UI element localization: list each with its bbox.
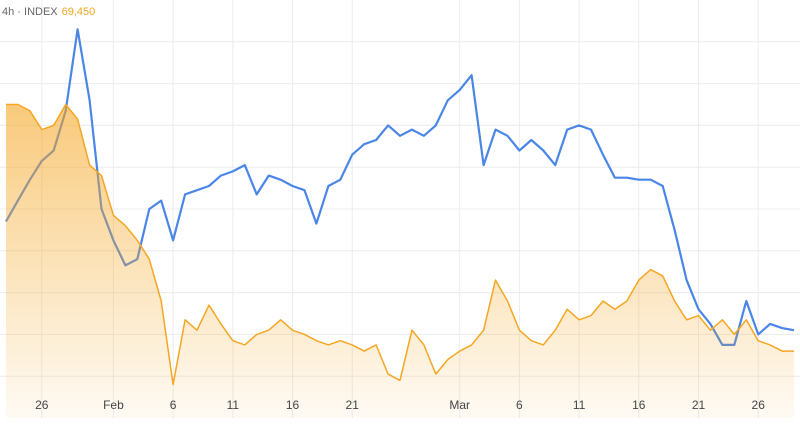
x-tick-label: 16 [632,398,646,412]
x-tick-label: 11 [573,398,586,412]
x-tick-label: 26 [35,398,49,412]
x-axis: 26 Feb 6 11 16 21 Mar 6 11 16 21 26 [35,398,765,412]
x-tick-label: 16 [286,398,300,412]
x-tick-label: 6 [170,398,177,412]
x-tick-label: Feb [103,398,124,412]
x-tick-label: 21 [692,398,706,412]
area [6,104,794,418]
header-price: 69,450 [62,6,96,18]
x-tick-label: 11 [227,398,240,412]
plot [5,28,795,418]
line [6,103,794,386]
x-tick-label: 21 [346,398,360,412]
x-tick-label: Mar [449,398,470,412]
header-label: 4h · INDEX [2,6,58,18]
x-tick-label: 26 [752,398,766,412]
x-tick-label: 6 [516,398,523,412]
